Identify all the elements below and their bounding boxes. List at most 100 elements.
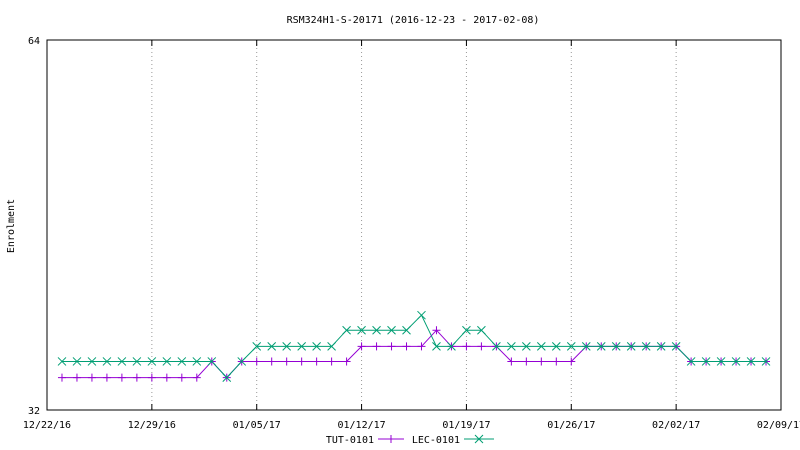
data-point [87,373,96,382]
x-tick-label: 02/02/17 [652,420,700,431]
data-point [192,357,202,366]
data-point [462,325,471,335]
data-point [267,342,277,351]
data-point [387,342,396,351]
data-point [297,357,306,366]
data-point [731,357,741,366]
data-point [132,357,142,366]
data-point [297,342,307,351]
data-point [746,357,756,366]
data-point [102,373,111,382]
data-point [372,325,381,335]
data-point [357,342,366,351]
data-point [671,342,681,351]
data-point [282,357,291,366]
data-point [522,357,531,366]
y-tick-label: 32 [28,406,40,417]
data-point [566,342,576,351]
data-point [177,357,187,366]
data-point [686,357,696,366]
data-point [117,357,127,366]
data-point [132,373,141,382]
chart-title: RSM324H1-S-20171 (2016-12-23 - 2017-02-0… [287,15,540,26]
data-point [342,325,351,335]
data-point [552,357,561,366]
data-point [567,357,576,366]
data-point [507,342,516,351]
series-lec-0101 [57,310,771,382]
data-point [282,342,292,351]
data-point [102,357,112,366]
data-point [761,357,771,366]
axes: 12/22/16 12/29/16 01/05/17 01/12/17 01/19/17… [23,36,800,431]
data-point [626,342,636,351]
data-point [402,325,411,335]
data-point [252,357,261,366]
y-tick-label: 64 [28,36,40,47]
series-tut-0101 [57,326,771,382]
data-point [57,357,67,366]
series-line [61,329,767,379]
data-point [477,342,486,351]
data-point [87,357,97,366]
data-point [492,342,501,351]
x-tick-label: 12/29/16 [128,420,176,431]
plot-frame [46,39,782,411]
legend: TUT-0101 LEC-0101 [326,434,494,446]
data-point [372,342,381,351]
data-point [162,357,172,366]
x-tick-label: 01/19/17 [442,420,490,431]
data-point [207,357,217,366]
data-point [387,325,396,335]
data-point [162,373,171,382]
data-point [521,342,531,351]
x-tick-label: 02/09/17 [757,420,800,431]
data-point [72,357,82,366]
x-tick-label: 01/05/17 [233,420,281,431]
data-point [641,342,651,351]
data-point [327,342,336,351]
data-point [477,325,486,335]
data-point [447,342,456,351]
data-point [57,373,66,382]
data-point [462,342,471,351]
data-point [312,357,321,366]
data-point [72,373,81,382]
data-point [357,325,366,335]
legend-label: LEC-0101 [412,435,460,446]
data-point [611,342,621,351]
data-point [417,342,426,351]
data-point [596,342,606,351]
data-point [507,357,516,366]
data-point [402,342,411,351]
data-point [177,373,186,382]
legend-marker [474,434,484,444]
data-point [417,310,426,320]
data-point [537,357,546,366]
data-point [222,373,232,382]
x-tick-label: 01/26/17 [547,420,595,431]
x-tick-label: 12/22/16 [23,420,71,431]
data-point [536,342,546,351]
data-point [551,342,561,351]
legend-marker [387,435,395,443]
data-point [581,342,591,351]
series-group [57,310,771,382]
data-point [312,342,321,351]
data-point [342,357,351,366]
data-point [701,357,711,366]
data-point [117,373,126,382]
grid-lines [151,40,677,410]
series-line [61,314,767,379]
data-point [716,357,726,366]
data-point [147,373,156,382]
data-point [192,373,201,382]
data-point [327,357,336,366]
data-point [267,357,276,366]
legend-label: TUT-0101 [326,435,374,446]
data-point [147,357,157,366]
data-point [432,326,441,335]
y-axis-label: Enrolment [6,199,17,253]
data-point [432,342,441,351]
